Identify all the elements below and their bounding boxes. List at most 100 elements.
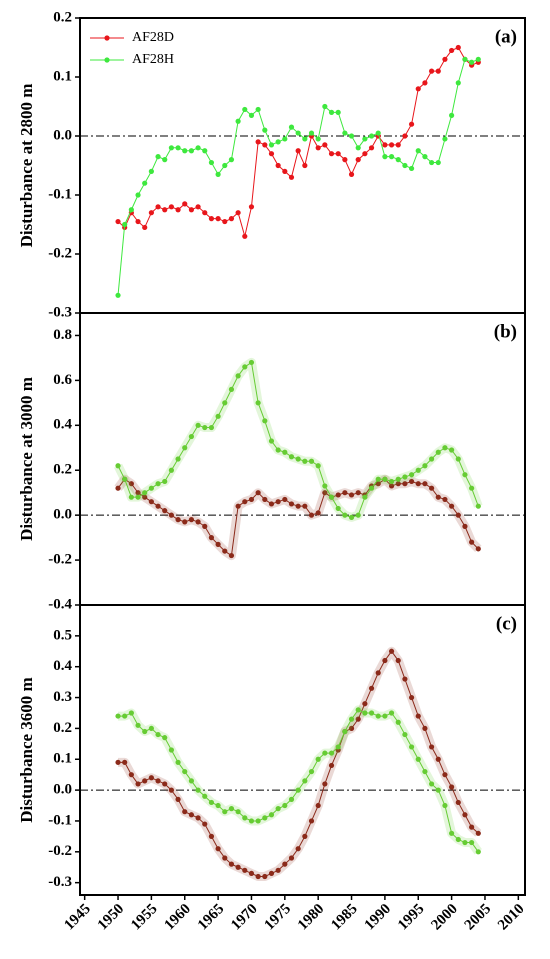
point (255, 873, 261, 880)
point (395, 157, 401, 163)
point (315, 756, 321, 762)
point (395, 476, 401, 482)
point (368, 685, 375, 691)
point (348, 514, 355, 521)
y-axis-label: Disturbance 3600 m (17, 677, 36, 822)
point (348, 171, 355, 177)
point (235, 809, 241, 815)
point (195, 145, 201, 151)
point (128, 481, 134, 487)
point (215, 171, 221, 177)
point (408, 478, 415, 485)
point (395, 481, 401, 487)
point (168, 512, 175, 518)
series-line (117, 361, 479, 518)
legend-marker (104, 35, 110, 41)
point (162, 781, 168, 787)
y-tick-label: 0.0 (53, 127, 72, 143)
legend-label: AF28D (132, 30, 174, 45)
point (188, 148, 195, 154)
point (262, 142, 268, 148)
point (288, 174, 295, 180)
point (408, 694, 415, 701)
point (348, 133, 355, 139)
point (182, 445, 188, 451)
point (148, 210, 154, 216)
point (475, 830, 481, 836)
point (315, 463, 321, 469)
y-tick-label: -0.2 (48, 552, 72, 568)
point (195, 815, 201, 821)
point (388, 648, 395, 654)
point (382, 154, 388, 160)
x-tick-label: 1985 (328, 901, 361, 934)
point (275, 447, 281, 453)
point (122, 476, 128, 482)
y-tick-label: -0.4 (48, 596, 72, 612)
point (475, 503, 481, 509)
point (195, 204, 201, 210)
point (402, 481, 408, 487)
point (135, 781, 141, 787)
point (115, 218, 121, 225)
point (222, 548, 228, 554)
point (415, 86, 421, 92)
point (449, 830, 455, 836)
y-tick-label: -0.1 (48, 186, 72, 202)
point (155, 481, 161, 487)
point (428, 781, 435, 787)
point (155, 154, 161, 160)
point (115, 713, 121, 719)
point (268, 870, 275, 877)
point (228, 386, 235, 392)
point (182, 148, 188, 154)
point (342, 490, 348, 496)
point (402, 162, 408, 169)
point (175, 207, 181, 213)
point (302, 458, 308, 464)
point (455, 44, 461, 51)
point (368, 145, 375, 151)
point (422, 154, 428, 160)
point (408, 744, 415, 750)
point (455, 512, 461, 518)
point (322, 142, 328, 148)
point (442, 496, 448, 503)
point (455, 80, 461, 86)
point (262, 496, 268, 503)
point (128, 710, 134, 716)
point (275, 806, 281, 812)
point (435, 756, 441, 762)
point (235, 503, 241, 509)
point (402, 133, 408, 139)
point (435, 494, 441, 500)
point (262, 873, 268, 880)
point (142, 224, 148, 231)
point (302, 136, 308, 142)
point (135, 722, 141, 728)
point (428, 485, 435, 491)
point (128, 207, 134, 213)
y-tick-label: 0.2 (53, 720, 72, 736)
point (142, 490, 148, 496)
point (342, 157, 348, 163)
point (262, 418, 268, 424)
point (142, 778, 148, 784)
point (268, 438, 275, 444)
point (368, 710, 375, 716)
point (122, 713, 128, 719)
point (382, 657, 388, 664)
point (362, 136, 368, 142)
point (222, 162, 228, 169)
point (202, 523, 208, 529)
x-tick-label: 1980 (295, 901, 328, 934)
point (188, 812, 195, 818)
point (435, 787, 441, 793)
point (195, 787, 201, 793)
point (208, 424, 215, 431)
point (148, 168, 154, 174)
point (142, 180, 148, 186)
point (428, 159, 435, 166)
point (208, 833, 215, 839)
